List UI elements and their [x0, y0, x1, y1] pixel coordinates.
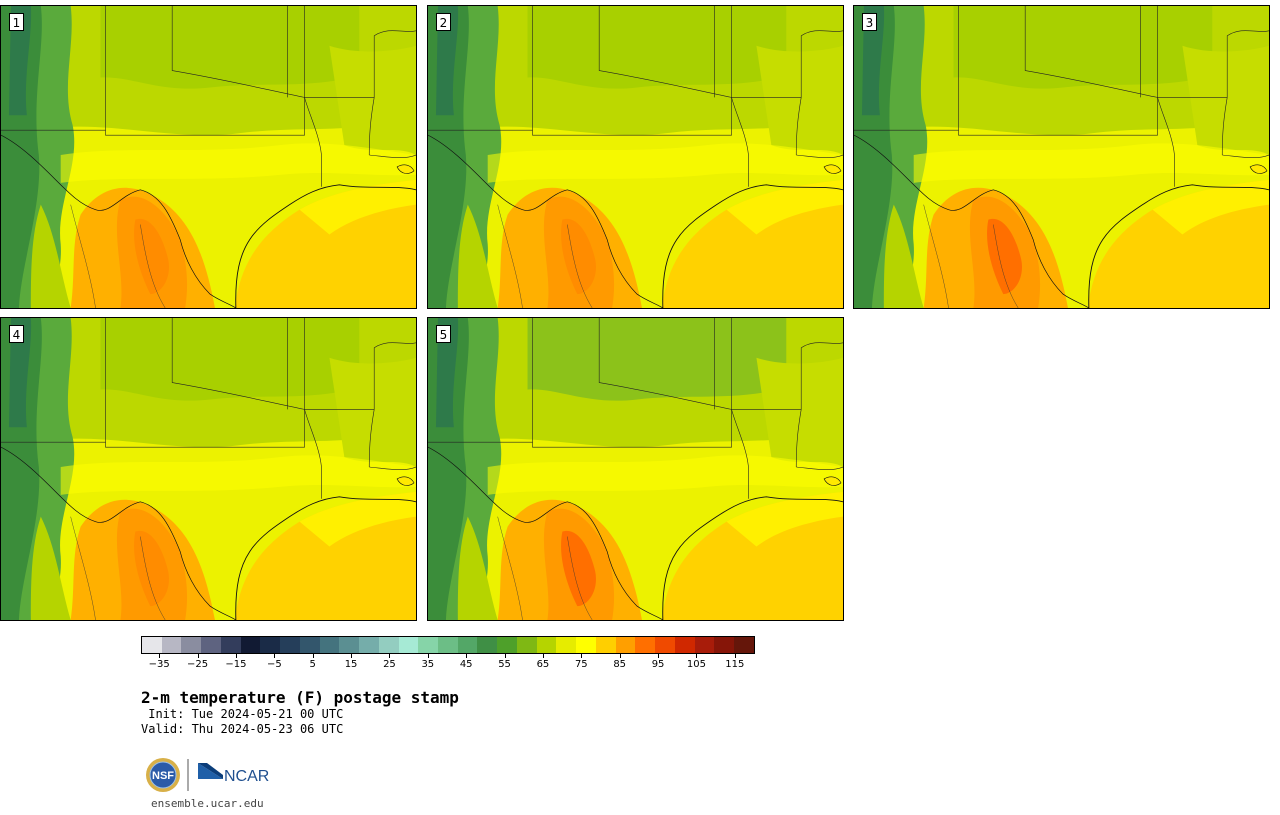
colorbar-swatch [615, 637, 636, 653]
colorbar-tick-label: 85 [613, 659, 627, 670]
colorbar-swatch [655, 637, 675, 653]
colorbar-swatch [477, 637, 498, 653]
panel-label: 5 [436, 325, 451, 343]
colorbar-tick-label: −5 [266, 659, 282, 670]
colorbar-tick-label: 65 [536, 659, 550, 670]
colorbar-ticks: −35 −25 −15 −5 5 15 25 35 45 55 65 75 85 95 105 115 [141, 654, 755, 674]
colorbar-swatch [240, 637, 261, 653]
init-time: Init: Tue 2024-05-21 00 UTC [141, 707, 344, 721]
colorbar-tick-label: 35 [421, 659, 435, 670]
colorbar-swatch [339, 637, 360, 653]
colorbar-tick [351, 654, 353, 658]
colorbar-swatch [734, 637, 754, 653]
colorbar-swatch [595, 637, 616, 653]
figure-title: 2-m temperature (F) postage stamp [141, 688, 459, 707]
ncar-logo-icon: NCAR [198, 763, 269, 785]
temperature-map [854, 6, 1269, 308]
panel-label: 2 [436, 13, 451, 31]
svg-text:NCAR: NCAR [224, 768, 269, 785]
colorbar-swatch [714, 637, 735, 653]
colorbar-swatch [398, 637, 419, 653]
map-panel-3: 3 [853, 5, 1270, 309]
temperature-map [428, 318, 843, 620]
colorbar-tick [581, 654, 583, 658]
colorbar-tick [312, 654, 314, 658]
colorbar-tick-label: 25 [383, 659, 396, 670]
colorbar-tick [159, 654, 161, 658]
panel-label: 3 [862, 13, 877, 31]
colorbar-tick [197, 654, 199, 658]
logos: NSF NCAR [145, 757, 275, 793]
colorbar-tick [658, 654, 660, 658]
colorbar-swatch [694, 637, 715, 653]
colorbar-swatch [260, 637, 281, 653]
colorbar-swatch [457, 637, 478, 653]
temperature-map [1, 6, 416, 308]
colorbar-swatch [576, 637, 596, 653]
colorbar-tick [542, 654, 544, 658]
colorbar-tick [466, 654, 468, 658]
colorbar-swatch [516, 637, 537, 653]
colorbar-swatch [181, 637, 202, 653]
panel-label: 4 [9, 325, 24, 343]
panel-label: 1 [9, 13, 24, 31]
svg-text:NSF: NSF [152, 770, 174, 782]
colorbar-swatch [201, 637, 221, 653]
colorbar-tick-label: 55 [498, 659, 511, 670]
valid-time: Valid: Thu 2024-05-23 06 UTC [141, 722, 344, 736]
colorbar-tick-label: 5 [309, 659, 316, 670]
colorbar-tick-label: 105 [686, 659, 706, 670]
colorbar-tick [619, 654, 621, 658]
map-panel-5: 5 [427, 317, 844, 621]
colorbar-tick-label: 95 [651, 659, 665, 670]
colorbar-swatch [378, 637, 399, 653]
colorbar-tick-label: −15 [225, 659, 247, 670]
colorbar-tick [734, 654, 736, 658]
colorbar [141, 636, 755, 654]
colorbar-swatch [280, 637, 300, 653]
colorbar-swatch [220, 637, 241, 653]
map-panel-4: 4 [0, 317, 417, 621]
colorbar-tick-label: 115 [725, 659, 745, 670]
colorbar-swatch [418, 637, 439, 653]
colorbar-swatch [142, 637, 162, 653]
colorbar-swatch [438, 637, 458, 653]
colorbar-swatch [359, 637, 379, 653]
temperature-map [1, 318, 416, 620]
colorbar-tick-label: 45 [459, 659, 473, 670]
colorbar-swatch [635, 637, 656, 653]
colorbar-tick [389, 654, 391, 658]
colorbar-tick [235, 654, 237, 658]
colorbar-tick-label: −25 [187, 659, 209, 670]
map-panel-1: 1 [0, 5, 417, 309]
temperature-map [428, 6, 843, 308]
colorbar-swatch [161, 637, 182, 653]
colorbar-tick-label: 15 [344, 659, 358, 670]
site-url: ensemble.ucar.edu [151, 797, 264, 810]
colorbar-swatch [299, 637, 320, 653]
colorbar-tick [696, 654, 698, 658]
colorbar-swatch [536, 637, 557, 653]
colorbar-tick [427, 654, 429, 658]
nsf-logo-icon: NSF [146, 758, 180, 792]
colorbar-tick [274, 654, 276, 658]
nsf-ncar-logo: NSF NCAR [146, 758, 269, 792]
colorbar-swatch [497, 637, 517, 653]
map-panel-2: 2 [427, 5, 844, 309]
colorbar-swatch [556, 637, 577, 653]
colorbar-tick-label: −35 [148, 659, 170, 670]
colorbar-swatch [674, 637, 695, 653]
colorbar-tick [504, 654, 506, 658]
colorbar-tick-label: 75 [574, 659, 588, 670]
colorbar-swatch [319, 637, 340, 653]
